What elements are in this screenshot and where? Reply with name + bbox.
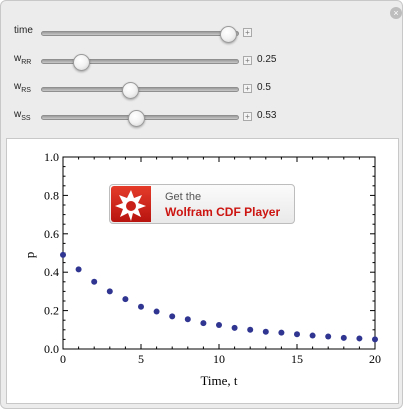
expand-plus-icon[interactable]: + [243,112,252,121]
x-tick-label: 5 [138,352,144,366]
slider-row-wrr: wRR + 0.25 [1,51,404,73]
data-point [262,328,269,335]
badge-line-2: Wolfram CDF Player [165,205,281,219]
slider-time[interactable] [41,26,239,43]
x-axis-label: Time, t [200,373,237,388]
x-tick-label: 15 [291,352,303,366]
cdf-player-badge[interactable]: Get the Wolfram CDF Player [109,184,295,224]
data-point [153,308,160,315]
data-point [60,251,66,258]
data-point [106,288,113,295]
slider-value-wss: 0.53 [257,110,277,121]
y-tick-label: 0.8 [44,188,59,202]
plot-frame [6,138,399,404]
slider-wrr[interactable] [41,54,239,71]
data-point [231,324,238,331]
data-point [294,331,300,338]
wolfram-spikey-logo [111,186,151,222]
data-point [325,333,332,340]
data-point [200,320,207,327]
x-tick-label: 10 [213,352,225,366]
slider-label-time: time [14,25,33,36]
data-point [184,316,191,323]
y-tick-label: 0.0 [44,342,59,356]
slider-row-wrs: wRS + 0.5 [1,79,404,101]
data-point [340,334,347,341]
slider-thumb-wrs[interactable] [122,82,140,99]
badge-line-1: Get the [165,191,202,203]
data-point [169,313,176,320]
data-point [247,326,254,333]
y-tick-label: 1.0 [44,150,59,164]
data-point [216,322,222,328]
slider-value-wrr: 0.25 [257,54,277,65]
y-tick-label: 0.6 [44,227,59,241]
data-point [356,335,363,342]
close-icon[interactable]: × [390,7,402,19]
data-point [75,266,82,273]
data-point [91,278,98,285]
slider-wrs[interactable] [41,82,239,99]
slider-label-wrs: wRS [14,81,31,94]
data-point [138,303,144,310]
slider-row-wss: wSS + 0.53 [1,107,404,129]
expand-plus-icon[interactable]: + [243,28,252,37]
data-point [278,329,285,336]
slider-label-wss: wSS [14,109,31,122]
slider-thumb-time[interactable] [220,26,238,43]
slider-thumb-wrr[interactable] [73,54,91,71]
expand-plus-icon[interactable]: + [243,84,252,93]
slider-wss[interactable] [41,110,239,127]
slider-thumb-wss[interactable] [128,110,146,127]
y-tick-label: 0.4 [44,265,59,279]
slider-row-time: time + [1,23,404,45]
slider-value-wrs: 0.5 [257,82,271,93]
x-tick-label: 0 [60,352,66,366]
slider-label-wrr: wRR [14,53,32,66]
x-tick-label: 20 [369,352,381,366]
data-point [122,296,129,303]
data-point [372,336,378,343]
expand-plus-icon[interactable]: + [243,56,252,65]
data-point [309,332,316,339]
y-axis-label: p [22,252,37,259]
y-tick-label: 0.2 [44,304,59,318]
